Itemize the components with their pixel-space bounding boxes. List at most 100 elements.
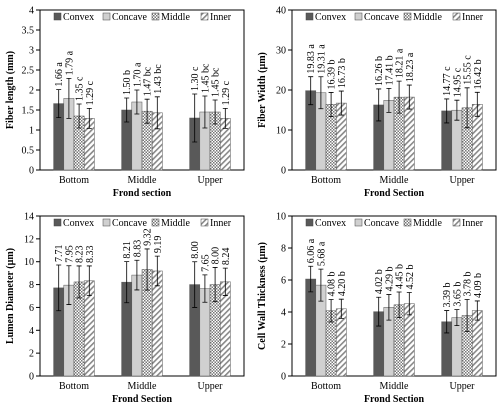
y-tick-label: 2.5	[22, 66, 35, 77]
legend-label: Concave	[364, 218, 400, 229]
value-label: 4.52 b	[405, 264, 416, 289]
legend-swatch	[200, 12, 209, 21]
error-bar	[386, 294, 392, 321]
value-label: 1.70 a	[132, 62, 143, 87]
value-label: 19.83 a	[306, 44, 317, 74]
value-label: 1.43 bc	[153, 64, 164, 94]
error-bar	[454, 309, 460, 326]
legend-label: Concave	[112, 12, 148, 23]
error-bar	[338, 90, 344, 116]
legend-swatch	[354, 218, 363, 227]
error-bar	[308, 76, 314, 106]
error-bar	[134, 259, 140, 291]
y-tick-label: 30	[276, 46, 286, 57]
value-label: 1.29 c	[221, 80, 232, 105]
y-tick-label: 0	[281, 166, 286, 177]
value-label: 1.29 c	[85, 80, 96, 105]
error-bar	[464, 87, 470, 129]
error-bar	[212, 99, 218, 125]
error-bar	[86, 108, 92, 129]
legend-label: Inner	[210, 12, 232, 23]
value-label: 5.68 a	[316, 241, 327, 266]
y-tick-label: 1.5	[22, 106, 35, 117]
error-bar	[134, 89, 140, 115]
error-bar	[406, 292, 412, 316]
error-bar	[192, 93, 198, 143]
value-label: 8.23	[75, 245, 86, 263]
error-bar	[454, 99, 460, 121]
legend-label: Concave	[364, 12, 400, 23]
value-label: 1.50 b	[122, 70, 133, 95]
legend-swatch	[452, 12, 461, 21]
y-axis-title: Cell Wall Thickness (µm)	[257, 242, 268, 350]
y-tick-label: 4	[29, 326, 34, 337]
legend-label: Middle	[413, 218, 442, 229]
legend-swatch	[305, 218, 314, 227]
bar	[305, 278, 317, 377]
error-bar	[86, 265, 92, 297]
value-label: 8.33	[85, 245, 96, 263]
bar	[335, 308, 347, 377]
value-label: 9.19	[153, 236, 164, 254]
legend-swatch	[151, 12, 160, 21]
error-bar	[192, 261, 198, 308]
error-bar	[444, 98, 450, 124]
legend-swatch	[354, 12, 363, 21]
legend-label: Convex	[63, 12, 94, 23]
y-axis-title: Lumen Diameter (µm)	[5, 248, 16, 344]
value-label: 1.45 bc	[211, 67, 222, 97]
error-bar	[154, 255, 160, 287]
x-tick-label: Middle	[128, 381, 157, 392]
value-label: 4.20 b	[337, 271, 348, 296]
value-label: 16.39 b	[327, 59, 338, 89]
value-label: 16.26 b	[374, 56, 385, 86]
legend-label: Convex	[315, 12, 346, 23]
value-label: 7.71	[54, 245, 65, 263]
bar	[219, 281, 231, 377]
error-bar	[76, 103, 82, 129]
y-tick-label: 3	[29, 46, 34, 57]
error-bar	[376, 88, 382, 122]
value-label: 1.47 bc	[143, 66, 154, 96]
error-bar	[222, 267, 228, 296]
value-label: 4.29 b	[384, 267, 395, 292]
value-label: 4.45 b	[395, 264, 406, 289]
error-bar	[444, 310, 450, 334]
y-tick-label: 14	[24, 212, 34, 223]
error-bar	[396, 80, 402, 114]
value-label: 16.73 b	[337, 58, 348, 88]
legend-label: Inner	[210, 218, 232, 229]
error-bar	[202, 95, 208, 129]
y-tick-label: 2	[281, 340, 286, 351]
value-label: 4.02 b	[374, 269, 385, 294]
legend-swatch	[102, 218, 111, 227]
legend-swatch	[53, 12, 62, 21]
y-tick-label: 6	[29, 303, 34, 314]
error-bar	[328, 92, 334, 117]
x-tick-label: Upper	[198, 381, 224, 392]
x-tick-label: Bottom	[311, 381, 341, 392]
value-label: 4.09 b	[473, 273, 484, 298]
value-label: 8.83	[132, 240, 143, 258]
panel: 0 2 4 6 8 10 Cell Wall Thickness (µm) Frond Sec…	[257, 212, 497, 405]
value-label: 8.00	[190, 241, 201, 259]
x-tick-label: Upper	[450, 381, 476, 392]
error-bar	[338, 298, 344, 319]
legend-swatch	[200, 218, 209, 227]
error-bar	[386, 87, 392, 113]
value-label: 8.24	[221, 248, 232, 266]
legend-label: Convex	[315, 218, 346, 229]
x-tick-label: Upper	[450, 175, 476, 186]
y-tick-label: 0	[281, 372, 286, 383]
legend-swatch	[403, 12, 412, 21]
y-axis-title: Fiber length (mm)	[5, 51, 16, 129]
y-tick-label: 0.5	[22, 146, 35, 157]
error-bar	[318, 76, 324, 110]
x-tick-label: Middle	[380, 175, 409, 186]
y-tick-label: 12	[24, 234, 34, 245]
panel: 0 0.5 1 1.5 2 2.5 3 3.5 4 Fiber length (mm) Frond …	[5, 6, 245, 199]
value-label: 1.30 c	[190, 66, 201, 91]
error-bar	[308, 265, 314, 293]
y-tick-label: 2	[29, 86, 34, 97]
